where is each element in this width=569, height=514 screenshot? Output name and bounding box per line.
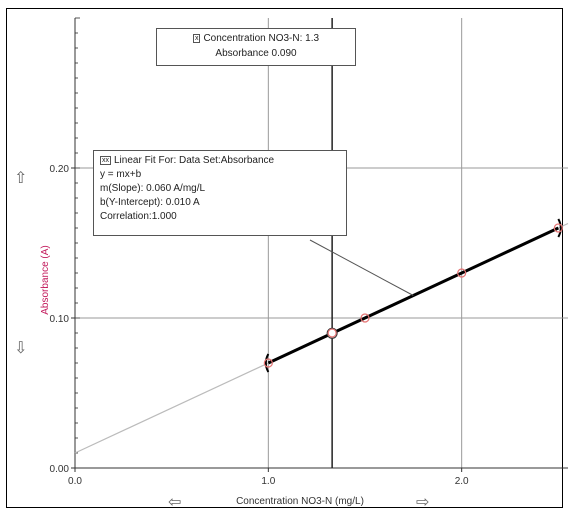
x-tick-label: 1.0 — [261, 476, 275, 487]
tick-labels: 0.0 1.0 2.0 0.00 0.10 0.20 — [50, 164, 470, 487]
gridlines — [75, 18, 568, 468]
fit-range-bracket[interactable] — [264, 353, 270, 373]
linear-fit-box[interactable]: xx Linear Fit For: Data Set:Absorbance y … — [93, 150, 347, 236]
x-axis-title: Concentration NO3-N (mg/L) — [236, 496, 364, 507]
examine-x-value: Concentration NO3-N: 1.3 — [203, 33, 320, 44]
fit-slope: m(Slope): 0.060 A/mg/L — [100, 183, 206, 194]
close-icon[interactable]: xx — [100, 155, 111, 165]
y-axis-title: Absorbance (A) — [40, 245, 51, 314]
down-arrow-icon[interactable]: ⇩ — [14, 338, 27, 357]
data-point — [327, 328, 337, 338]
fit-intercept: b(Y-Intercept): 0.010 A — [100, 197, 200, 208]
data-points — [263, 223, 563, 368]
fit-callout-line — [309, 239, 414, 296]
fit-correlation: Correlation:1.000 — [100, 211, 177, 222]
y-tick-label: 0.20 — [50, 164, 70, 175]
x-tick-label: 0.0 — [68, 476, 82, 487]
x-tick-label: 2.0 — [455, 476, 469, 487]
graph-window — [6, 8, 563, 508]
data-point — [360, 313, 370, 323]
right-arrow-icon[interactable]: ⇨ — [416, 492, 429, 511]
examine-y-value: Absorbance 0.090 — [215, 48, 297, 59]
y-tick-label: 0.10 — [50, 314, 70, 325]
fit-title: Linear Fit For: Data Set:Absorbance — [114, 155, 275, 166]
y-tick-label: 0.00 — [50, 464, 70, 475]
left-arrow-icon[interactable]: ⇦ — [168, 492, 181, 511]
close-icon[interactable]: x — [192, 33, 201, 43]
data-point — [553, 223, 563, 233]
data-point — [263, 358, 273, 368]
fit-range-bracket[interactable] — [557, 218, 562, 238]
examine-cursor — [326, 18, 338, 468]
fit-lines — [74, 218, 569, 454]
axes — [71, 17, 568, 472]
examine-readout[interactable]: x Concentration NO3-N: 1.3 Absorbance 0.0… — [156, 28, 356, 66]
data-point — [457, 268, 467, 278]
fit-equation: y = mx+b — [100, 169, 142, 180]
up-arrow-icon[interactable]: ⇧ — [14, 168, 27, 187]
